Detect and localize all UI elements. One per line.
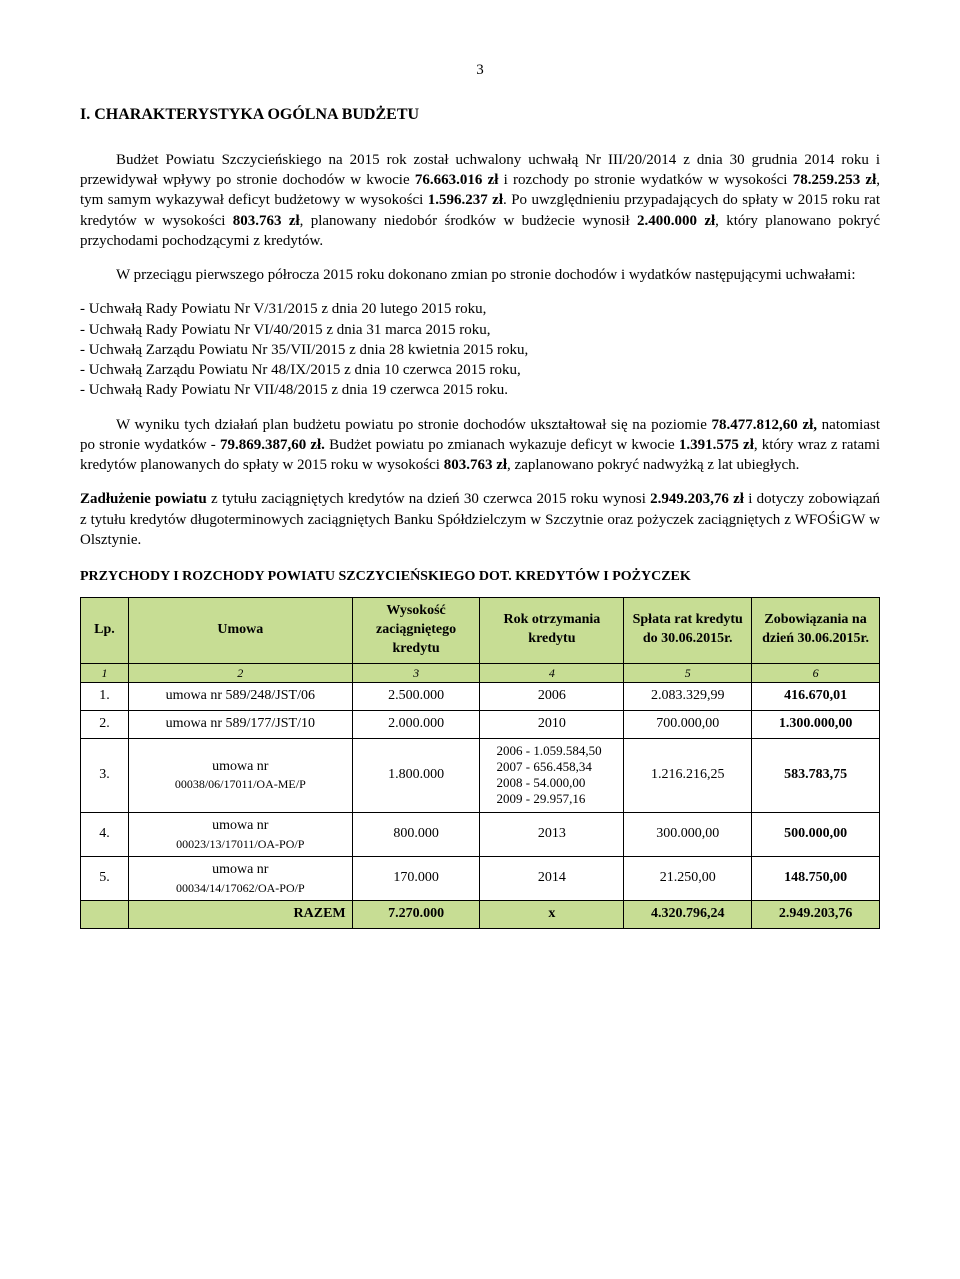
cell-lp: 5. (81, 856, 129, 900)
cell-zob: 583.783,75 (752, 738, 880, 812)
p4-b1: Zadłużenie powiatu (80, 491, 207, 507)
cell-splata: 1.216.216,25 (624, 738, 752, 812)
num-cell: 5 (624, 663, 752, 682)
cell-wysokosc: 170.000 (352, 856, 480, 900)
p1-b5: 2.400.000 zł (637, 213, 715, 229)
table-body: 1.umowa nr 589/248/JST/062.500.00020062.… (81, 682, 880, 928)
total-blank (81, 900, 129, 928)
cell-lp: 2. (81, 710, 129, 738)
p3-b3: 1.391.575 zł (679, 437, 754, 453)
cell-splata: 2.083.329,99 (624, 682, 752, 710)
p3-b1: 78.477.812,60 zł, (712, 417, 817, 433)
list-item: Uchwałą Zarządu Powiatu Nr 48/IX/2015 z … (80, 360, 880, 380)
num-cell: 2 (128, 663, 352, 682)
credits-table: Lp. Umowa Wysokość zaciągniętego kredytu… (80, 597, 880, 929)
cell-rok: 2013 (480, 812, 624, 856)
cell-zob: 416.670,01 (752, 682, 880, 710)
p1-t2: i rozchody po stronie wydatków w wysokoś… (498, 172, 792, 188)
paragraph-3: W wyniku tych działań plan budżetu powia… (80, 415, 880, 476)
cell-splata: 21.250,00 (624, 856, 752, 900)
total-label: RAZEM (128, 900, 352, 928)
p1-t5: , planowany niedobór środków w budżecie … (300, 213, 637, 229)
total-wys: 7.270.000 (352, 900, 480, 928)
list-item: Uchwałą Rady Powiatu Nr VI/40/2015 z dni… (80, 320, 880, 340)
total-splata: 4.320.796,24 (624, 900, 752, 928)
p3-b2: 79.869.387,60 zł. (220, 437, 325, 453)
col-splata: Spłata rat kredytu do 30.06.2015r. (624, 597, 752, 663)
total-rok: x (480, 900, 624, 928)
p3-t1: W wyniku tych działań plan budżetu powia… (116, 417, 712, 433)
cell-wysokosc: 1.800.000 (352, 738, 480, 812)
cell-wysokosc: 2.500.000 (352, 682, 480, 710)
cell-umowa: umowa nr00038/06/17011/OA-ME/P (128, 738, 352, 812)
paragraph-1: Budżet Powiatu Szczycieńskiego na 2015 r… (80, 150, 880, 251)
p4-t1: z tytułu zaciągniętych kredytów na dzień… (207, 491, 650, 507)
cell-rok: 2014 (480, 856, 624, 900)
cell-umowa: umowa nr 589/248/JST/06 (128, 682, 352, 710)
p1-b1: 76.663.016 zł (415, 172, 499, 188)
col-wysokosc: Wysokość zaciągniętego kredytu (352, 597, 480, 663)
paragraph-2: W przeciągu pierwszego półrocza 2015 rok… (80, 265, 880, 285)
table-header-row: Lp. Umowa Wysokość zaciągniętego kredytu… (81, 597, 880, 663)
col-rok: Rok otrzymania kredytu (480, 597, 624, 663)
num-cell: 6 (752, 663, 880, 682)
total-zob: 2.949.203,76 (752, 900, 880, 928)
cell-rok: 2006 (480, 682, 624, 710)
cell-splata: 700.000,00 (624, 710, 752, 738)
col-lp: Lp. (81, 597, 129, 663)
table-row: 5.umowa nr00034/14/17062/OA-PO/P170.0002… (81, 856, 880, 900)
section-heading: I. CHARAKTERYSTYKA OGÓLNA BUDŻETU (80, 104, 880, 126)
table-row: 4.umowa nr00023/13/17011/OA-PO/P800.0002… (81, 812, 880, 856)
table-total-row: RAZEM7.270.000x4.320.796,242.949.203,76 (81, 900, 880, 928)
cell-lp: 1. (81, 682, 129, 710)
cell-splata: 300.000,00 (624, 812, 752, 856)
p4-b2: 2.949.203,76 zł (650, 491, 744, 507)
cell-lp: 3. (81, 738, 129, 812)
cell-umowa: umowa nr 589/177/JST/10 (128, 710, 352, 738)
cell-umowa: umowa nr00023/13/17011/OA-PO/P (128, 812, 352, 856)
p1-b2: 78.259.253 zł (793, 172, 877, 188)
list-item: Uchwałą Zarządu Powiatu Nr 35/VII/2015 z… (80, 340, 880, 360)
p1-b4: 803.763 zł (233, 213, 300, 229)
col-zobowiazania: Zobowiązania na dzień 30.06.2015r. (752, 597, 880, 663)
cell-zob: 500.000,00 (752, 812, 880, 856)
p3-b4: 803.763 zł (444, 457, 507, 473)
num-cell: 1 (81, 663, 129, 682)
cell-rok: 2006 - 1.059.584,502007 - 656.458,342008… (480, 738, 624, 812)
col-umowa: Umowa (128, 597, 352, 663)
table-row: 1.umowa nr 589/248/JST/062.500.00020062.… (81, 682, 880, 710)
p3-t5: , zaplanowano pokryć nadwyżką z lat ubie… (507, 457, 799, 473)
num-cell: 4 (480, 663, 624, 682)
table-number-row: 1 2 3 4 5 6 (81, 663, 880, 682)
p1-b3: 1.596.237 zł (428, 192, 503, 208)
resolutions-list: Uchwałą Rady Powiatu Nr V/31/2015 z dnia… (80, 299, 880, 400)
cell-zob: 1.300.000,00 (752, 710, 880, 738)
list-item: Uchwałą Rady Powiatu Nr V/31/2015 z dnia… (80, 299, 880, 319)
page-number: 3 (80, 60, 880, 80)
cell-wysokosc: 2.000.000 (352, 710, 480, 738)
cell-rok: 2010 (480, 710, 624, 738)
p3-t3: Budżet powiatu po zmianach wykazuje defi… (325, 437, 679, 453)
cell-lp: 4. (81, 812, 129, 856)
table-row: 3.umowa nr00038/06/17011/OA-ME/P1.800.00… (81, 738, 880, 812)
num-cell: 3 (352, 663, 480, 682)
table-title: PRZYCHODY I ROZCHODY POWIATU SZCZYCIEŃSK… (80, 568, 880, 587)
paragraph-4: Zadłużenie powiatu z tytułu zaciągniętyc… (80, 489, 880, 550)
cell-umowa: umowa nr00034/14/17062/OA-PO/P (128, 856, 352, 900)
table-row: 2.umowa nr 589/177/JST/102.000.000201070… (81, 710, 880, 738)
list-item: Uchwałą Rady Powiatu Nr VII/48/2015 z dn… (80, 380, 880, 400)
cell-zob: 148.750,00 (752, 856, 880, 900)
cell-wysokosc: 800.000 (352, 812, 480, 856)
